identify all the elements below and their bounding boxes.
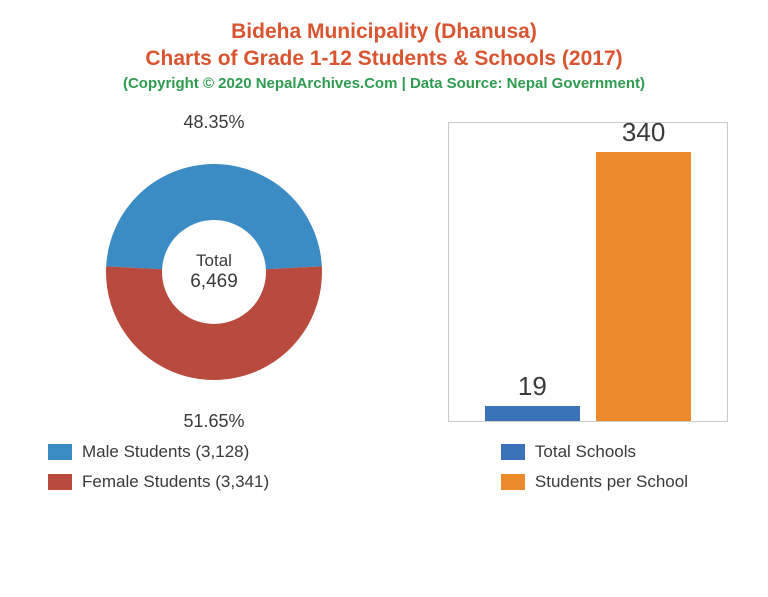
title-line-2: Charts of Grade 1-12 Students & Schools … <box>0 45 768 72</box>
donut-chart-section: 48.35% Total 6,469 51.65% <box>40 122 388 422</box>
title-line-1: Bideha Municipality (Dhanusa) <box>0 18 768 45</box>
legend-swatch <box>48 474 72 490</box>
legend-text: Total Schools <box>535 442 636 462</box>
bar-students-per-school <box>596 152 691 420</box>
bar-chart-section: 19340 <box>448 122 728 422</box>
bar-label-total-schools: 19 <box>518 371 547 402</box>
copyright-line: (Copyright © 2020 NepalArchives.Com | Da… <box>0 75 768 92</box>
legend-swatch <box>48 444 72 460</box>
legend-text: Students per School <box>535 472 688 492</box>
legend-swatch <box>501 474 525 490</box>
donut-center-label: Total <box>190 251 238 271</box>
bar-total-schools <box>485 406 580 421</box>
legends-row: Male Students (3,128) Female Students (3,… <box>0 422 768 492</box>
legend-left-item: Male Students (3,128) <box>48 442 269 462</box>
legend-left-column: Male Students (3,128) Female Students (3,… <box>48 442 269 492</box>
donut-male-percent-label: 48.35% <box>183 112 244 133</box>
legend-left-item: Female Students (3,341) <box>48 472 269 492</box>
legend-right-item: Total Schools <box>501 442 688 462</box>
donut-female-percent-label: 51.65% <box>183 411 244 432</box>
legend-text: Female Students (3,341) <box>82 472 269 492</box>
legend-swatch <box>501 444 525 460</box>
legend-right-item: Students per School <box>501 472 688 492</box>
bar-chart-box: 19340 <box>448 122 728 422</box>
legend-right-column: Total Schools Students per School <box>501 442 688 492</box>
donut-center-value: 6,469 <box>190 271 238 293</box>
chart-header: Bideha Municipality (Dhanusa) Charts of … <box>0 0 768 92</box>
donut-wrapper: 48.35% Total 6,469 51.65% <box>64 122 364 422</box>
charts-row: 48.35% Total 6,469 51.65% 19340 <box>0 122 768 422</box>
legend-text: Male Students (3,128) <box>82 442 249 462</box>
bar-label-students-per-school: 340 <box>622 117 665 148</box>
donut-center: Total 6,469 <box>190 251 238 293</box>
